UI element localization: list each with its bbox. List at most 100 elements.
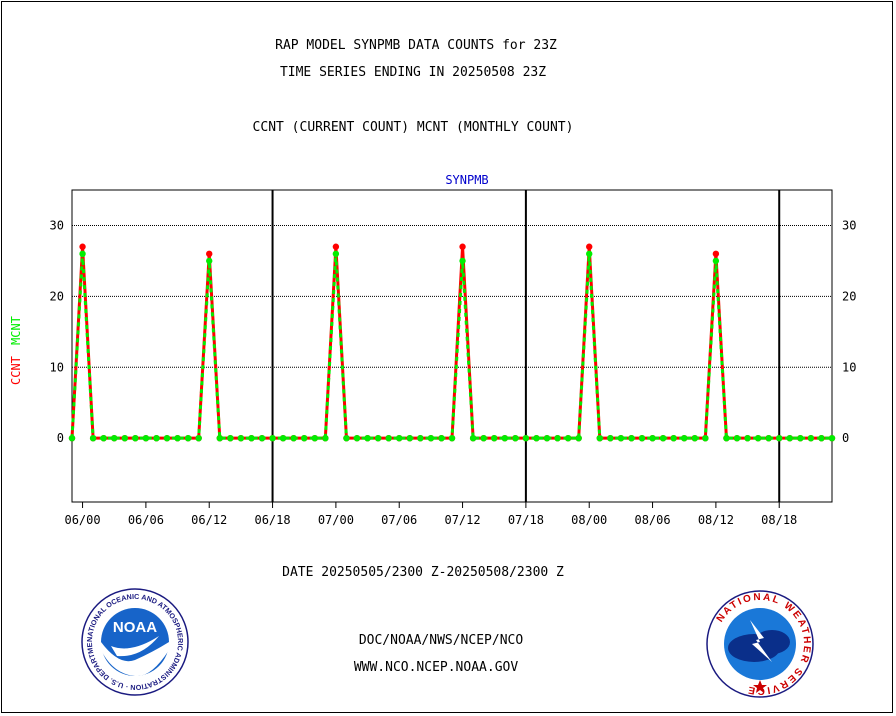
mcnt-point <box>638 434 646 442</box>
y-tick-label-right: 10 <box>842 360 856 374</box>
mcnt-point <box>681 434 688 442</box>
chart-title-line1: RAP MODEL SYNPMB DATA COUNTS for 23Z <box>275 38 557 53</box>
noaa-logo: NATIONAL OCEANIC AND ATMOSPHERIC ADMINIS… <box>81 588 189 696</box>
mcnt-point <box>163 434 171 442</box>
mcnt-point <box>575 434 582 442</box>
x-tick-label: 08/12 <box>698 513 734 527</box>
mcnt-point <box>617 434 625 442</box>
x-tick-label: 08/18 <box>761 513 797 527</box>
mcnt-point <box>206 257 213 265</box>
mcnt-point <box>828 434 836 442</box>
mcnt-point <box>765 434 772 442</box>
mcnt-point <box>332 250 340 258</box>
y-tick-label-right: 20 <box>842 289 856 303</box>
mcnt-point <box>364 434 371 442</box>
mcnt-line <box>70 253 832 440</box>
mcnt-point <box>237 434 245 442</box>
mcnt-point <box>111 434 118 442</box>
x-tick-label: 07/00 <box>318 513 354 527</box>
mcnt-point <box>142 434 150 442</box>
mcnt-point <box>501 434 508 442</box>
y-tick-label-right: 30 <box>842 218 856 232</box>
mcnt-point <box>121 434 128 442</box>
y-label-ccnt: CCNT <box>9 356 23 385</box>
mcnt-point <box>786 434 793 442</box>
mcnt-point <box>554 434 561 442</box>
mcnt-point <box>385 434 392 442</box>
mcnt-point <box>702 434 709 442</box>
y-tick-label-left: 20 <box>50 289 64 303</box>
mcnt-point <box>649 434 656 442</box>
ccnt-point <box>712 250 720 258</box>
x-tick-label: 06/12 <box>191 513 227 527</box>
ccnt-point <box>586 243 593 250</box>
mcnt-point <box>469 434 477 442</box>
mcnt-point <box>269 434 276 442</box>
x-tick-label: 06/00 <box>64 513 100 527</box>
mcnt-point <box>227 434 234 442</box>
chart-title-line2: TIME SERIES ENDING IN 20250508 23Z <box>279 65 547 80</box>
y-tick-label-left: 10 <box>50 360 64 374</box>
mcnt-point <box>480 434 487 442</box>
mcnt-point <box>459 257 466 265</box>
mcnt-point <box>522 434 530 442</box>
y-tick-label-left: 30 <box>50 218 64 232</box>
mcnt-point <box>301 434 308 442</box>
mcnt-point <box>754 434 762 442</box>
mcnt-point <box>322 434 329 442</box>
mcnt-point <box>248 434 255 442</box>
ccnt-point <box>459 243 466 250</box>
mcnt-point <box>195 434 202 442</box>
mcnt-point <box>533 434 540 442</box>
mcnt-point <box>258 434 266 442</box>
panel-title: SYNPMB <box>445 173 488 187</box>
mcnt-point <box>712 257 720 265</box>
noaa-logo-text: NOAA <box>113 619 157 636</box>
mcnt-point <box>723 434 730 442</box>
mcnt-point <box>659 434 667 442</box>
mcnt-point <box>353 434 361 442</box>
chart-subtitle: CCNT (CURRENT COUNT) MCNT (MONTHLY COUNT… <box>252 120 574 135</box>
mcnt-point <box>343 434 350 442</box>
mcnt-point <box>797 434 804 442</box>
x-tick-label: 08/00 <box>571 513 607 527</box>
mcnt-point <box>807 434 815 442</box>
mcnt-point <box>374 434 382 442</box>
plot-frame <box>71 189 833 503</box>
x-tick-label: 06/06 <box>128 513 164 527</box>
x-tick-label: 07/06 <box>381 513 417 527</box>
ccnt-point <box>206 250 213 258</box>
mcnt-point <box>311 434 318 442</box>
mcnt-point <box>132 434 139 442</box>
date-range-label: DATE 20250505/2300 Z-20250508/2300 Z <box>282 565 564 580</box>
mcnt-point <box>89 434 97 442</box>
x-tick-label: 06/18 <box>254 513 290 527</box>
mcnt-point <box>564 434 572 442</box>
mcnt-point <box>100 434 107 442</box>
mcnt-point <box>448 434 456 442</box>
nws-logo: NATIONAL WEATHER SERVICE <box>706 590 814 698</box>
y-tick-label-right: 0 <box>842 431 849 445</box>
mcnt-point <box>174 434 181 442</box>
mcnt-point <box>596 434 603 442</box>
mcnt-point <box>438 434 445 442</box>
mcnt-point <box>733 434 741 442</box>
y-tick-label-left: 0 <box>57 431 64 445</box>
mcnt-point <box>818 434 825 442</box>
x-tick-label: 07/12 <box>444 513 480 527</box>
mcnt-point <box>406 434 413 442</box>
mcnt-point <box>586 250 593 258</box>
url-label: WWW.NCO.NCEP.NOAA.GOV <box>353 660 519 675</box>
mcnt-point <box>68 434 76 442</box>
mcnt-point <box>427 434 435 442</box>
mcnt-point <box>491 434 498 442</box>
x-tick-label: 08/06 <box>634 513 670 527</box>
mcnt-point <box>79 250 86 258</box>
ccnt-point <box>79 243 86 250</box>
mcnt-point <box>153 434 160 442</box>
x-tick-label: 07/18 <box>508 513 544 527</box>
mcnt-point <box>628 434 635 442</box>
mcnt-point <box>543 434 551 442</box>
